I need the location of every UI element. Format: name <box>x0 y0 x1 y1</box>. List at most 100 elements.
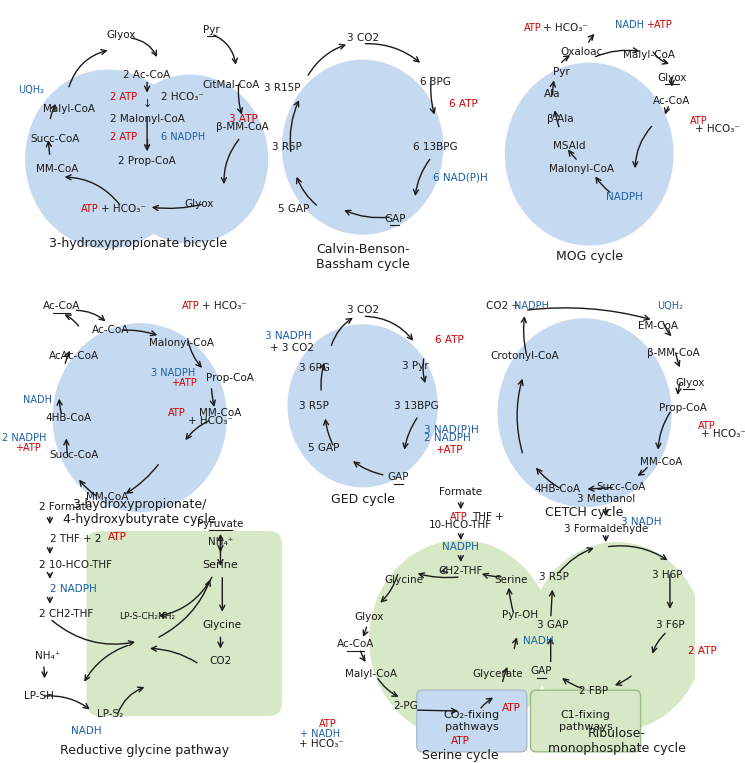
Text: Prop-CoA: Prop-CoA <box>206 373 254 383</box>
Text: + NADH: + NADH <box>299 729 340 739</box>
Text: ATP: ATP <box>107 532 127 542</box>
Text: Serine cycle: Serine cycle <box>422 749 499 762</box>
Text: Glyox: Glyox <box>657 72 686 82</box>
Text: ATP: ATP <box>524 23 542 33</box>
Text: ATP: ATP <box>182 301 200 311</box>
Text: NH₄⁺: NH₄⁺ <box>36 652 60 662</box>
Text: 3 F6P: 3 F6P <box>656 620 684 629</box>
FancyBboxPatch shape <box>86 531 282 716</box>
Text: 2 THF + 2: 2 THF + 2 <box>50 534 101 544</box>
Text: Ribulose-
monophosphate cycle: Ribulose- monophosphate cycle <box>548 727 685 755</box>
Text: 2 ATP: 2 ATP <box>110 132 138 142</box>
Text: Serine: Serine <box>495 575 528 584</box>
Circle shape <box>288 324 438 488</box>
Text: Pyr: Pyr <box>554 66 570 76</box>
Text: 3 R15P: 3 R15P <box>264 82 300 92</box>
Text: Pyruvate: Pyruvate <box>197 519 244 529</box>
Text: ATP: ATP <box>697 420 715 430</box>
Text: Pyr: Pyr <box>203 25 220 35</box>
Text: + HCO₃⁻: + HCO₃⁻ <box>188 416 233 426</box>
Text: 5 GAP: 5 GAP <box>278 204 309 214</box>
Text: 3 R5P: 3 R5P <box>539 571 569 582</box>
Circle shape <box>112 75 268 243</box>
Text: 6 13BPG: 6 13BPG <box>413 142 457 152</box>
Text: 3 NAD(P)H: 3 NAD(P)H <box>424 425 479 435</box>
Text: 4HB-CoA: 4HB-CoA <box>534 485 580 494</box>
Text: 3 13BPG: 3 13BPG <box>394 401 439 410</box>
Text: Malyl-CoA: Malyl-CoA <box>345 669 397 679</box>
Text: 3 CO2: 3 CO2 <box>346 33 378 43</box>
Text: 3 NADH: 3 NADH <box>621 517 662 527</box>
Text: THF +: THF + <box>472 512 504 522</box>
Text: Ac-CoA: Ac-CoA <box>92 325 129 335</box>
Text: Malyl-CoA: Malyl-CoA <box>623 50 675 60</box>
Text: 2 NADPH: 2 NADPH <box>50 584 97 594</box>
Text: MM-CoA: MM-CoA <box>199 407 241 417</box>
Text: β-MM-CoA: β-MM-CoA <box>647 348 700 358</box>
Text: Succ-CoA: Succ-CoA <box>597 482 646 492</box>
Text: NADPH: NADPH <box>443 542 479 552</box>
Text: 3 6PG: 3 6PG <box>299 363 329 373</box>
Text: CO2: CO2 <box>209 656 232 666</box>
Circle shape <box>369 540 553 739</box>
Text: 6 3PG: 6 3PG <box>419 76 451 86</box>
Text: Serine: Serine <box>203 560 238 570</box>
Text: GAP: GAP <box>530 666 552 676</box>
Text: + HCO₃⁻: + HCO₃⁻ <box>694 124 740 134</box>
Text: CitMal-CoA: CitMal-CoA <box>203 79 260 89</box>
Text: 10-HCO-THF: 10-HCO-THF <box>429 520 492 530</box>
Text: 3 Pyr: 3 Pyr <box>402 361 428 371</box>
Text: MOG cycle: MOG cycle <box>556 250 623 263</box>
Text: Prop-CoA: Prop-CoA <box>659 403 707 413</box>
Text: 3 NADPH: 3 NADPH <box>150 368 194 378</box>
Circle shape <box>25 69 190 249</box>
Text: UQH₂: UQH₂ <box>19 85 45 95</box>
Text: ATP: ATP <box>690 116 708 127</box>
Text: ATP: ATP <box>319 719 337 729</box>
Text: LP-S₂: LP-S₂ <box>98 709 124 719</box>
Text: Glyox: Glyox <box>107 30 136 40</box>
Text: MM-CoA: MM-CoA <box>639 458 682 468</box>
Text: Pyr-OH: Pyr-OH <box>502 610 539 620</box>
Text: + HCO₃⁻: + HCO₃⁻ <box>299 739 343 749</box>
Text: Ac-CoA: Ac-CoA <box>337 639 374 649</box>
Text: NADH: NADH <box>615 20 644 30</box>
Text: CETCH cycle: CETCH cycle <box>545 506 624 519</box>
Text: NADPH: NADPH <box>606 192 642 202</box>
Circle shape <box>282 60 443 235</box>
Circle shape <box>530 542 704 731</box>
Text: ATP: ATP <box>451 512 468 522</box>
Text: 4HB-CoA: 4HB-CoA <box>45 413 92 423</box>
Text: EM-CoA: EM-CoA <box>638 321 678 331</box>
Text: +ATP: +ATP <box>15 443 41 452</box>
Text: 2 10-HCO-THF: 2 10-HCO-THF <box>39 560 112 570</box>
Text: CO2 +: CO2 + <box>486 301 521 311</box>
Circle shape <box>505 63 673 246</box>
Text: 3 R5P: 3 R5P <box>272 142 302 152</box>
Text: 2 HCO₃⁻: 2 HCO₃⁻ <box>161 92 203 102</box>
Text: 2-PG: 2-PG <box>393 701 418 711</box>
Text: 3 Formaldehyde: 3 Formaldehyde <box>564 524 648 534</box>
FancyBboxPatch shape <box>416 691 527 752</box>
Text: Malonyl-CoA: Malonyl-CoA <box>148 338 214 348</box>
Text: ↓: ↓ <box>142 139 152 150</box>
Text: Glycine: Glycine <box>384 575 423 584</box>
Text: MSAld: MSAld <box>553 141 586 151</box>
Text: +ATP: +ATP <box>646 20 672 30</box>
Text: Ala: Ala <box>545 89 561 99</box>
Text: ATP: ATP <box>168 407 186 417</box>
Text: 6 ATP: 6 ATP <box>435 335 464 345</box>
Text: C1-fixing
pathways: C1-fixing pathways <box>559 710 612 732</box>
Text: + HCO₃⁻: + HCO₃⁻ <box>202 301 247 311</box>
Text: Glyox: Glyox <box>355 612 384 622</box>
Text: 3 H6P: 3 H6P <box>652 570 682 580</box>
Text: UQH₂: UQH₂ <box>657 301 683 311</box>
Text: 3 Methanol: 3 Methanol <box>577 494 635 504</box>
Text: 3-hydroxypropionate bicycle: 3-hydroxypropionate bicycle <box>49 237 227 250</box>
Text: CH2-THF: CH2-THF <box>439 566 483 576</box>
Circle shape <box>53 324 227 512</box>
Text: Glycerate: Glycerate <box>472 669 523 679</box>
Text: Ac-CoA: Ac-CoA <box>43 301 80 311</box>
Text: Reductive glycine pathway: Reductive glycine pathway <box>60 745 229 758</box>
Text: 3 NADPH: 3 NADPH <box>265 331 311 341</box>
